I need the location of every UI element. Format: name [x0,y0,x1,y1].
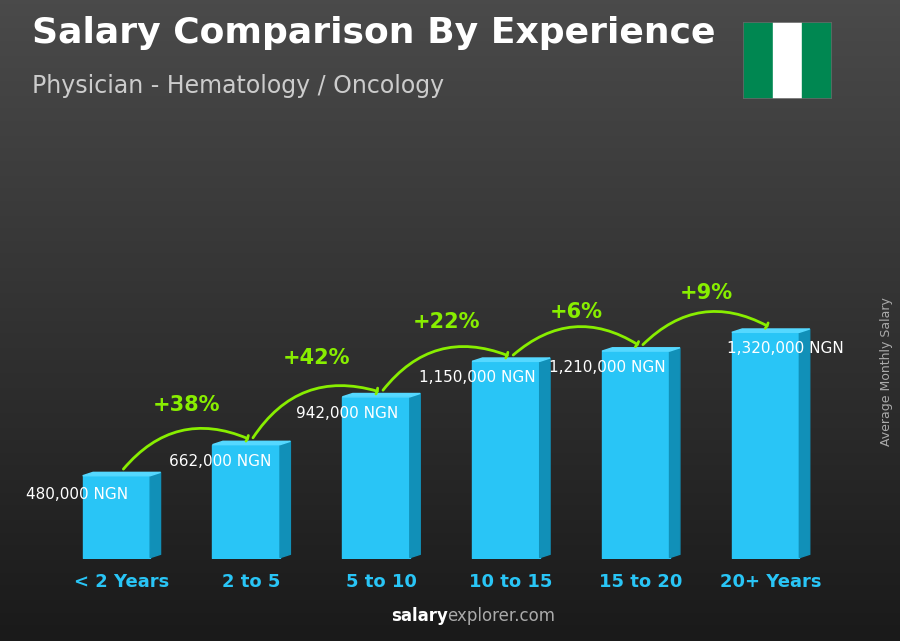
Text: Physician - Hematology / Oncology: Physician - Hematology / Oncology [32,74,444,97]
Text: 15 to 20: 15 to 20 [599,574,682,592]
Text: +42%: +42% [283,347,350,367]
Text: 942,000 NGN: 942,000 NGN [296,406,399,421]
Bar [742,22,772,99]
Text: 1,150,000 NGN: 1,150,000 NGN [419,370,536,385]
Text: 5 to 10: 5 to 10 [346,574,417,592]
Bar [803,22,833,99]
Polygon shape [410,394,420,558]
Polygon shape [670,348,680,558]
Text: salary: salary [392,607,448,625]
Text: Salary Comparison By Experience: Salary Comparison By Experience [32,16,715,50]
Text: Average Monthly Salary: Average Monthly Salary [880,297,893,446]
Text: 662,000 NGN: 662,000 NGN [169,454,272,469]
Text: 20+ Years: 20+ Years [720,574,822,592]
Polygon shape [83,472,160,476]
Text: explorer.com: explorer.com [447,607,555,625]
Polygon shape [212,441,291,445]
Text: 1,320,000 NGN: 1,320,000 NGN [726,342,843,356]
Text: 10 to 15: 10 to 15 [470,574,553,592]
Polygon shape [732,329,810,332]
Polygon shape [280,441,291,558]
Text: 2 to 5: 2 to 5 [222,574,281,592]
Text: 480,000 NGN: 480,000 NGN [26,487,129,502]
Text: < 2 Years: < 2 Years [74,574,169,592]
Polygon shape [540,358,550,558]
Text: +9%: +9% [680,283,733,303]
Polygon shape [799,329,810,558]
Text: +38%: +38% [153,395,220,415]
Text: +6%: +6% [550,302,602,322]
Bar [772,22,803,99]
Text: +22%: +22% [412,312,480,332]
Polygon shape [150,472,160,558]
Polygon shape [472,358,550,362]
Text: 1,210,000 NGN: 1,210,000 NGN [549,360,665,375]
Polygon shape [602,348,680,351]
Polygon shape [342,394,420,397]
